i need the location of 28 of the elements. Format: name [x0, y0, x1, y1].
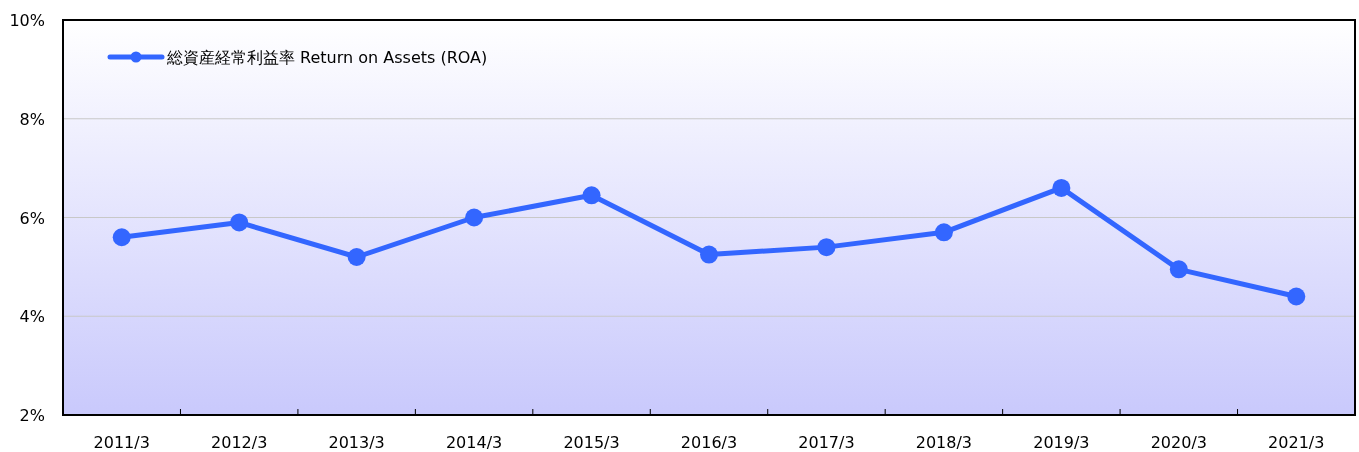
point — [1169, 260, 1188, 279]
y-tick-label: 2% — [19, 406, 45, 425]
point — [582, 186, 601, 205]
y-tick-label: 8% — [19, 109, 45, 129]
x-tick-label: 2015/3 — [563, 433, 620, 452]
x-tick-label: 2011/3 — [93, 433, 150, 452]
y-tick-label: 10% — [9, 11, 45, 30]
x-tick-label: 2013/3 — [328, 433, 385, 452]
point — [700, 245, 718, 264]
point — [465, 208, 484, 227]
point — [347, 248, 366, 266]
x-tick-label: 2019/3 — [1033, 433, 1090, 452]
point — [1052, 178, 1071, 197]
x-tick-label: 2014/3 — [445, 433, 503, 452]
x-tick-label: 2021/3 — [1268, 433, 1325, 452]
point — [230, 213, 249, 232]
x-tick-label: 2020/3 — [1150, 433, 1207, 452]
point — [934, 223, 953, 242]
point — [112, 228, 131, 247]
y-tick-label: 4% — [19, 307, 45, 327]
y-tick-label: 6% — [19, 208, 45, 228]
legend-label: 総資産経常利益率 Return on Assets (ROA) — [166, 48, 488, 67]
x-tick-label: 2018/3 — [915, 433, 973, 452]
x-tick-label: 2017/3 — [798, 433, 855, 452]
x-tick-label: 2012/3 — [211, 433, 268, 452]
point — [817, 238, 836, 257]
x-tick-label: 2016/3 — [680, 433, 738, 452]
point — [1287, 287, 1306, 306]
